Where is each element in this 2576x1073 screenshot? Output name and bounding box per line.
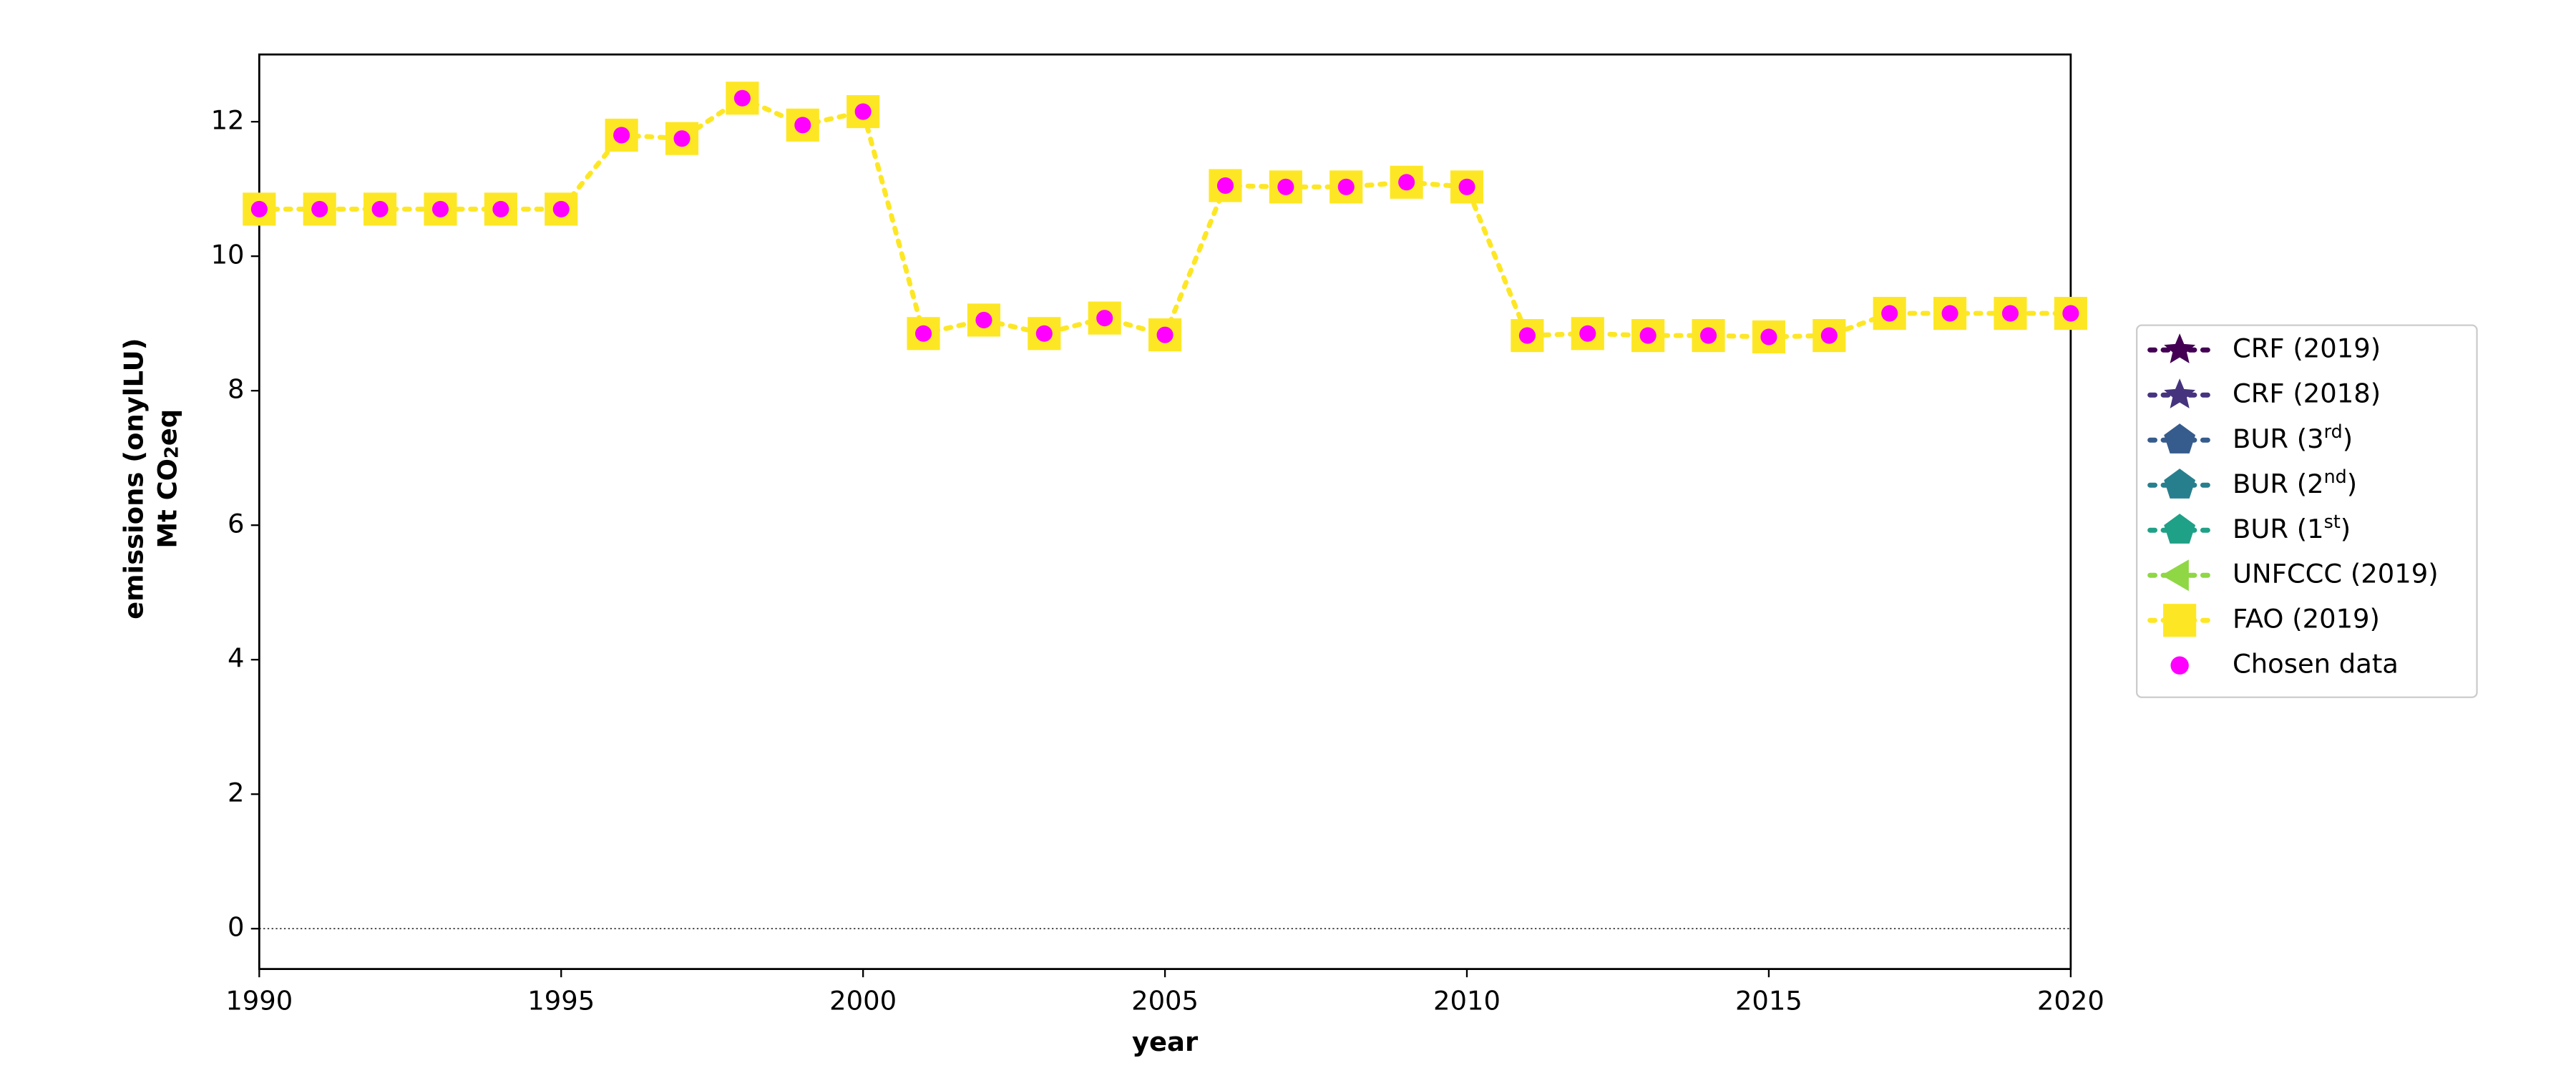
point: [1881, 305, 1898, 322]
legend-marker: [2164, 378, 2196, 408]
legend-label: Chosen data: [2233, 649, 2399, 680]
point: [854, 103, 872, 120]
y-tick-label: 6: [228, 509, 244, 539]
x-tick-label: 1995: [527, 985, 595, 1016]
x-tick-label: 2005: [1131, 985, 1199, 1016]
point: [1458, 178, 1475, 195]
point: [1156, 326, 1174, 343]
point: [250, 200, 268, 217]
point: [673, 130, 691, 147]
legend-marker: [2164, 514, 2196, 544]
legend-label: BUR (3rd): [2233, 421, 2353, 454]
point: [1398, 174, 1415, 191]
point: [613, 127, 630, 144]
point: [1579, 325, 1596, 342]
point: [1820, 327, 1838, 344]
legend-marker: [2161, 559, 2189, 592]
x-tick-label: 1990: [225, 985, 293, 1016]
x-tick-label: 2010: [1433, 985, 1501, 1016]
point: [1760, 328, 1777, 346]
legend-box: [2135, 324, 2478, 698]
x-axis-label: year: [1132, 1027, 1199, 1057]
point: [2062, 305, 2079, 322]
legend-marker: [2164, 469, 2196, 499]
x-tick-label: 2015: [1735, 985, 1802, 1016]
point: [1277, 178, 1294, 195]
point: [371, 200, 389, 217]
point: [1337, 178, 1355, 195]
y-tick-label: 12: [211, 105, 245, 136]
point: [915, 325, 932, 342]
point: [492, 200, 509, 217]
legend-marker: [2164, 333, 2196, 363]
y-tick-label: 8: [228, 374, 244, 405]
legend-label: CRF (2018): [2233, 378, 2381, 409]
legend-marker: [2163, 604, 2197, 637]
legend-label: BUR (1st): [2233, 511, 2351, 544]
legend-label: FAO (2019): [2233, 604, 2380, 635]
point: [1700, 327, 1717, 344]
point: [431, 200, 449, 217]
point: [1035, 325, 1053, 342]
point: [794, 117, 811, 134]
x-tick-label: 2020: [2037, 985, 2104, 1016]
point: [1639, 327, 1657, 344]
point: [552, 200, 570, 217]
legend-label: BUR (2nd): [2233, 466, 2357, 499]
y-tick-label: 0: [228, 912, 244, 943]
legend-label: CRF (2019): [2233, 333, 2381, 364]
point: [1216, 177, 1234, 195]
point: [1518, 327, 1536, 344]
point: [975, 311, 992, 329]
y-tick-label: 4: [228, 643, 244, 674]
y-axis-label: Mt CO2eq: [152, 409, 182, 549]
y-tick-label: 10: [211, 240, 245, 270]
legend-marker: [2170, 656, 2189, 675]
x-tick-label: 2000: [829, 985, 897, 1016]
y-tick-label: 2: [228, 778, 244, 808]
point: [1096, 310, 1113, 327]
point: [2001, 305, 2019, 322]
point: [1941, 305, 1958, 322]
legend-marker: [2164, 423, 2196, 454]
y-axis-label: emissions (onylLU): [119, 338, 150, 619]
point: [733, 89, 751, 107]
legend-label: UNFCCC (2019): [2233, 559, 2439, 589]
point: [311, 200, 328, 217]
